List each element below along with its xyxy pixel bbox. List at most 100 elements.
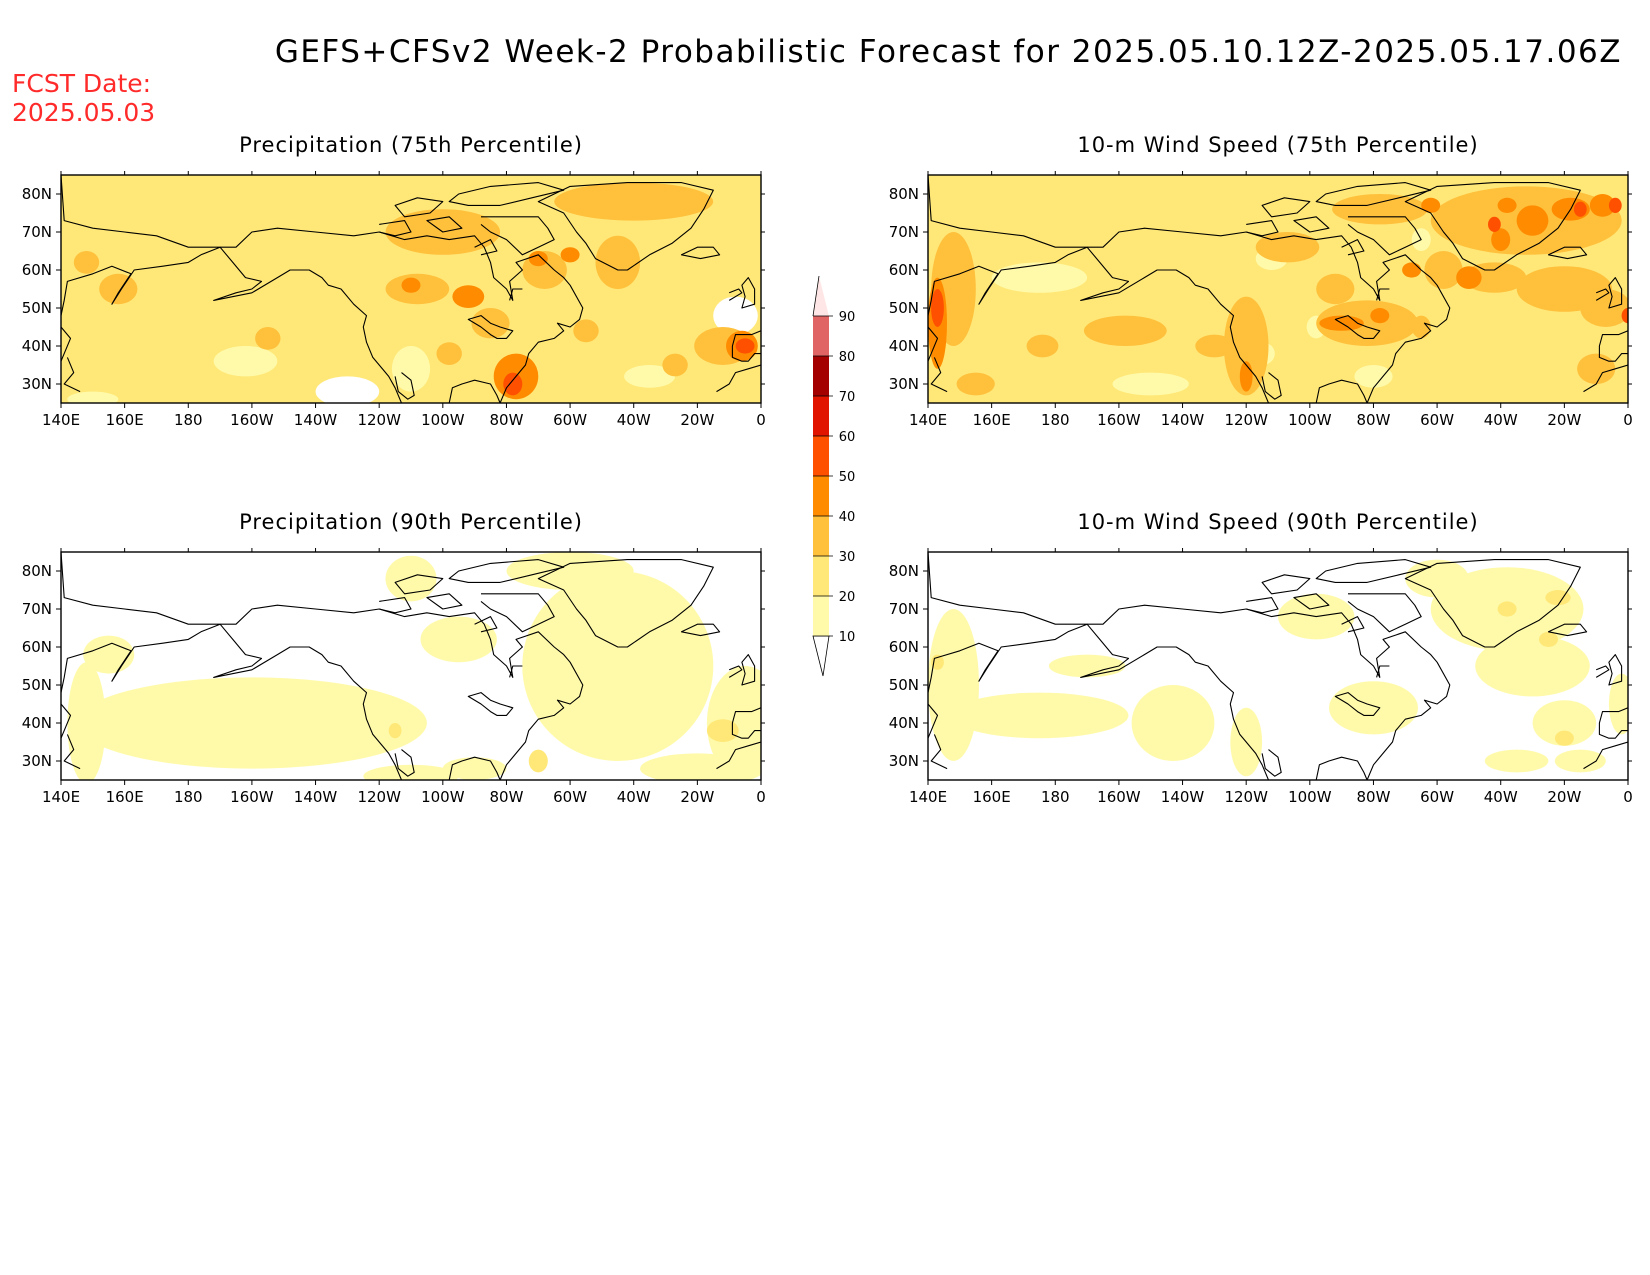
- x-tick-label: 180: [174, 788, 203, 806]
- y-tick-label: 40N: [22, 337, 52, 355]
- colorbar-segment: [813, 476, 829, 516]
- x-tick-label: 60W: [553, 411, 587, 429]
- x-tick-label: 140W: [294, 788, 338, 806]
- x-tick-label: 20W: [1547, 788, 1581, 806]
- colorbar-label: 30: [839, 550, 856, 565]
- colorbar-label: 60: [839, 430, 856, 445]
- y-tick-label: 30N: [889, 375, 919, 393]
- colorbar-segment: [813, 556, 829, 596]
- x-tick-label: 140W: [1161, 788, 1205, 806]
- x-tick-label: 0: [756, 788, 766, 806]
- x-tick-label: 160W: [1097, 411, 1141, 429]
- x-tick-label: 160E: [106, 788, 144, 806]
- x-tick-label: 140E: [42, 411, 80, 429]
- coastlines: [61, 552, 761, 780]
- map-frame: [60, 174, 762, 404]
- y-tick-label: 50N: [22, 299, 52, 317]
- x-tick-label: 140W: [1161, 411, 1205, 429]
- colorbar-segment: [813, 596, 829, 636]
- y-axis: 80N 70N 60N 50N 40N 30N: [22, 185, 765, 393]
- probability-shading: [928, 552, 1628, 780]
- x-tick-label: 80W: [1356, 788, 1390, 806]
- map-frame: [60, 551, 762, 781]
- colorbar-label: 50: [839, 470, 856, 485]
- colorbar-label: 20: [839, 590, 856, 605]
- x-tick-label: 180: [1041, 788, 1070, 806]
- x-axis: 140E 160E 180 160W 140W 120W 100W 80W 60W 40W 20W 0: [909, 171, 1633, 429]
- x-tick-label: 60W: [1420, 411, 1454, 429]
- probability-shading: [928, 175, 1628, 403]
- colorbar-label: 80: [839, 350, 856, 365]
- x-axis: 140E 160E 180 160W 140W 120W 100W 80W 60W 40W 20W 0: [42, 171, 766, 429]
- probability-shading: [61, 552, 761, 780]
- figure-title: GEFS+CFSv2 Week-2 Probabilistic Forecast…: [275, 34, 1622, 70]
- y-tick-label: 50N: [889, 299, 919, 317]
- x-tick-label: 0: [1623, 411, 1633, 429]
- y-tick-label: 50N: [889, 676, 919, 694]
- colorbar-lower-extension: [812, 635, 830, 677]
- x-tick-label: 120W: [1224, 411, 1268, 429]
- x-tick-label: 80W: [489, 788, 523, 806]
- y-tick-label: 40N: [889, 337, 919, 355]
- y-tick-label: 30N: [22, 752, 52, 770]
- x-tick-label: 160E: [106, 411, 144, 429]
- y-tick-label: 70N: [889, 223, 919, 241]
- x-tick-label: 120W: [1224, 788, 1268, 806]
- panel-title: Precipitation (90th Percentile): [239, 510, 583, 534]
- x-tick-label: 120W: [357, 788, 401, 806]
- x-axis: 140E 160E 180 160W 140W 120W 100W 80W 60W 40W 20W 0: [42, 548, 766, 806]
- x-tick-label: 20W: [680, 788, 714, 806]
- map-frame: [927, 174, 1629, 404]
- x-tick-label: 20W: [1547, 411, 1581, 429]
- colorbar-label: 10: [839, 630, 856, 645]
- x-tick-label: 40W: [617, 788, 651, 806]
- y-tick-label: 60N: [22, 261, 52, 279]
- y-axis: 80N 70N 60N 50N 40N 30N: [22, 562, 765, 770]
- x-tick-label: 60W: [553, 788, 587, 806]
- x-tick-label: 40W: [617, 411, 651, 429]
- panel-title: 10-m Wind Speed (90th Percentile): [1077, 510, 1478, 534]
- panel-title: Precipitation (75th Percentile): [239, 133, 583, 157]
- x-tick-label: 160W: [1097, 788, 1141, 806]
- colorbar-segment: [813, 436, 829, 476]
- x-tick-label: 140E: [42, 788, 80, 806]
- forecast-date-label: FCST Date:: [12, 69, 151, 98]
- x-tick-label: 0: [1623, 788, 1633, 806]
- y-tick-label: 30N: [22, 375, 52, 393]
- x-tick-label: 160E: [973, 788, 1011, 806]
- y-tick-label: 80N: [889, 562, 919, 580]
- x-tick-label: 60W: [1420, 788, 1454, 806]
- forecast-date-value: 2025.05.03: [12, 98, 155, 127]
- x-tick-label: 100W: [421, 411, 465, 429]
- y-tick-label: 60N: [889, 638, 919, 656]
- colorbar-label: 90: [839, 310, 856, 325]
- y-tick-label: 40N: [22, 714, 52, 732]
- map-panels: Precipitation (75th Percentile)140E 160E 1…: [22, 133, 1633, 806]
- y-tick-label: 70N: [889, 600, 919, 618]
- y-tick-label: 80N: [22, 185, 52, 203]
- x-tick-label: 140E: [909, 788, 947, 806]
- colorbar-segment: [813, 396, 829, 436]
- coastlines: [61, 175, 761, 403]
- colorbar-label: 40: [839, 510, 856, 525]
- x-tick-label: 160W: [230, 788, 274, 806]
- x-tick-label: 140W: [294, 411, 338, 429]
- colorbar-legend: 10 20 30 40 50 60 70 80 90: [812, 275, 856, 677]
- y-tick-label: 60N: [22, 638, 52, 656]
- y-tick-label: 30N: [889, 752, 919, 770]
- y-tick-label: 50N: [22, 676, 52, 694]
- panel-wind-90: 10-m Wind Speed (90th Percentile) 140E 160…: [889, 510, 1633, 806]
- x-tick-label: 120W: [357, 411, 401, 429]
- probability-shading: [61, 175, 761, 403]
- panel-precip-90: Precipitation (90th Percentile)140E 160E 1…: [22, 510, 766, 806]
- x-tick-label: 180: [174, 411, 203, 429]
- y-tick-label: 70N: [22, 600, 52, 618]
- x-tick-label: 0: [756, 411, 766, 429]
- x-tick-label: 100W: [1288, 411, 1332, 429]
- x-axis: 140E 160E 180 160W 140W 120W 100W 80W 60W 40W 20W 0: [909, 548, 1633, 806]
- x-tick-label: 160W: [230, 411, 274, 429]
- coastlines: [928, 175, 1628, 403]
- x-tick-label: 100W: [421, 788, 465, 806]
- x-tick-label: 40W: [1484, 788, 1518, 806]
